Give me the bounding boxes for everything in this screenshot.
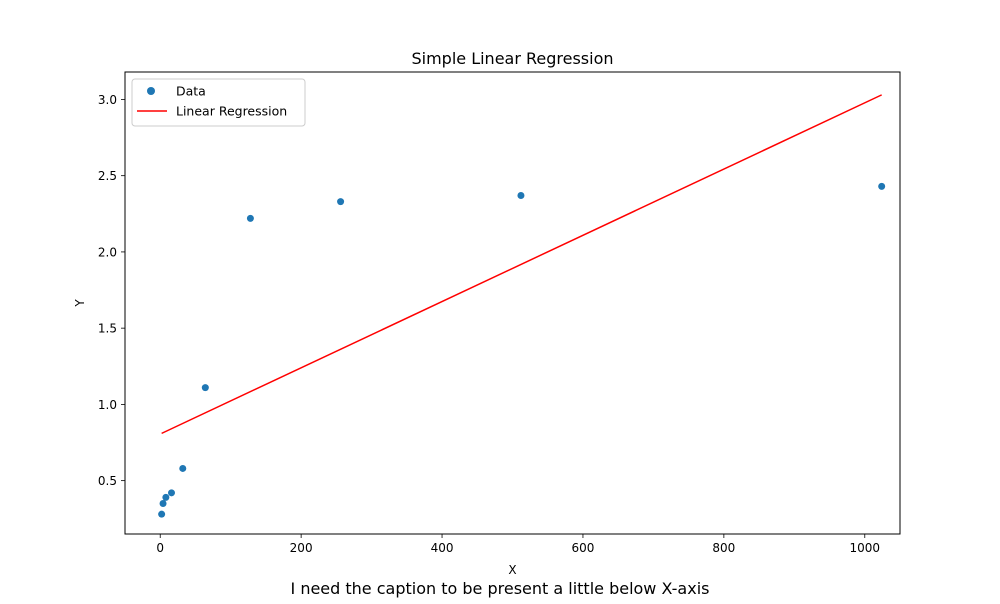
figure-caption: I need the caption to be present a littl…	[291, 579, 710, 598]
legend: Data Linear Regression	[131, 78, 306, 127]
plot-frame	[124, 71, 901, 535]
y-tick-label: 2.5	[98, 169, 117, 183]
legend-label-linear-regression: Linear Regression	[176, 104, 287, 119]
y-tick-label: 1.5	[98, 322, 117, 336]
legend-box	[131, 78, 306, 127]
data-point	[162, 493, 170, 501]
data-point	[168, 489, 175, 497]
chart-title: Simple Linear Regression	[411, 49, 613, 68]
data-point	[201, 384, 209, 392]
data-point	[246, 214, 254, 222]
y-tick-label: 0.5	[98, 474, 117, 488]
data-point	[337, 198, 345, 206]
y-axis-label: Y	[73, 299, 87, 308]
data-point	[159, 500, 167, 507]
x-tick-label: 200	[290, 541, 313, 555]
y-tick-label: 1.0	[98, 398, 117, 412]
x-tick-label: 0	[156, 541, 164, 555]
legend-marker-data	[147, 87, 155, 95]
data-point	[179, 464, 187, 472]
x-tick-label: 800	[712, 541, 735, 555]
plot-area	[158, 94, 886, 518]
x-axis-label: X	[508, 563, 516, 577]
y-tick-label: 3.0	[98, 93, 117, 107]
data-point	[158, 510, 166, 518]
x-axis-ticks: 0 200 400 600 800 1000	[156, 534, 880, 555]
regression-line	[161, 94, 882, 435]
y-axis-ticks: 0.5 1.0 1.5 2.0 2.5 3.0	[98, 93, 125, 488]
data-point	[878, 182, 886, 190]
x-tick-label: 600	[572, 541, 595, 555]
x-tick-label: 1000	[849, 541, 880, 555]
data-point	[517, 192, 525, 199]
legend-label-data: Data	[176, 84, 206, 99]
x-tick-label: 400	[431, 541, 454, 555]
y-tick-label: 2.0	[98, 245, 117, 259]
